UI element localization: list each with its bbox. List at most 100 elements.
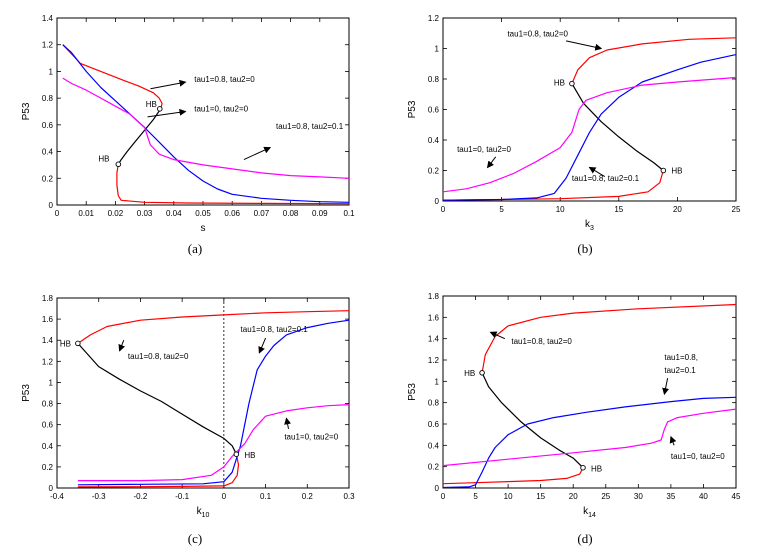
y-tick-label: 1.4: [42, 336, 54, 345]
hb-marker: [115, 161, 122, 168]
series-line-4: [442, 396, 737, 489]
chart-panel-4: 0 5 10 15 20 25 30 35 40 45 0 0.2 0.4 0.6 0.8 1 1.2 1.4 1.…: [407, 292, 741, 546]
y-tick-label: 0: [435, 484, 440, 493]
series-annotation: tau1=0, tau2=0: [284, 432, 338, 441]
hb-label: HB: [60, 339, 71, 348]
y-tick-label: 0.4: [428, 441, 440, 450]
y-tick-label: 1: [49, 67, 54, 76]
annotation-arrow: [243, 146, 272, 161]
hb-marker: [233, 451, 240, 457]
x-tick-label: 0: [222, 492, 227, 501]
y-tick-label: 1.4: [42, 14, 54, 23]
x-tick-label: 30: [634, 492, 643, 501]
y-tick-label: 0.2: [428, 463, 440, 472]
series-annotation: tau1=0.8, tau2=0.1: [572, 174, 640, 183]
x-tick-label: -0.3: [92, 492, 106, 501]
x-tick-label: -0.1: [175, 492, 189, 501]
series-line-5: [62, 77, 350, 179]
y-tick-label: 1: [435, 45, 440, 54]
series-line-2: [481, 372, 584, 469]
x-tick-label: 0: [55, 209, 60, 218]
x-tick-label: 0.05: [195, 209, 211, 218]
hb-label: HB: [591, 465, 602, 474]
series-line-5: [442, 76, 737, 193]
x-tick-label: 5: [499, 205, 504, 214]
y-tick-label: 0: [435, 197, 440, 206]
series-annotation: tau1=0.8, tau2=0: [507, 29, 568, 38]
annotation-arrow: [662, 378, 670, 396]
y-tick-label: 0.4: [428, 136, 440, 145]
series-line-5: [442, 408, 737, 467]
y-tick-label: 0.8: [428, 75, 440, 84]
series-annotation: tau1=0.8, tau2=0: [511, 337, 572, 346]
x-tick-label: 25: [601, 492, 610, 501]
x-axis-label: k14: [583, 506, 596, 519]
hb-label: HB: [464, 369, 475, 378]
series-annotation: tau1=0.8, tau2=0.1: [241, 325, 309, 334]
x-tick-label: 15: [614, 205, 623, 214]
y-axis-label: P53: [21, 102, 32, 120]
hb-label: HB: [244, 451, 255, 460]
y-tick-label: 0.4: [42, 442, 54, 451]
panel-label: (c): [188, 531, 202, 546]
x-axis-label: k3: [585, 219, 594, 232]
x-axis-label: s: [201, 223, 206, 234]
series-line-1: [62, 44, 163, 109]
panel-label: (b): [577, 241, 592, 256]
annotation-arrow: [118, 340, 126, 352]
series-annotation: tau1=0.8, tau2=0: [128, 352, 189, 361]
series-annotation: tau2=0.1: [664, 366, 696, 375]
x-tick-label: -0.2: [134, 492, 148, 501]
series-line-1: [77, 310, 350, 344]
x-tick-label: 0: [441, 492, 446, 501]
annotation-arrow: [150, 79, 187, 90]
x-tick-label: 40: [699, 492, 708, 501]
x-axis-label-main: s: [201, 223, 206, 234]
y-tick-label: 0.6: [42, 121, 54, 130]
series-line-2: [77, 342, 237, 455]
x-tick-label: 5: [473, 492, 478, 501]
hb-label: HB: [146, 100, 157, 109]
hb-marker: [75, 340, 81, 347]
y-tick-label: 0: [49, 201, 54, 210]
series-line-5: [77, 404, 350, 482]
x-tick-label: 0.04: [166, 209, 182, 218]
y-tick-label: 0.4: [42, 148, 54, 157]
series-line-1: [481, 303, 737, 373]
x-axis-label-main: k: [585, 219, 591, 230]
y-tick-label: 1.2: [42, 41, 54, 50]
x-tick-label: 0.2: [302, 492, 314, 501]
x-tick-label: 35: [666, 492, 675, 501]
x-tick-label: 0.01: [78, 209, 94, 218]
x-tick-label: 0.08: [283, 209, 299, 218]
annotation-arrow: [489, 331, 506, 340]
y-tick-label: 1.2: [428, 356, 440, 365]
y-tick-label: 1.8: [42, 294, 54, 303]
y-tick-label: 0: [49, 484, 54, 493]
x-axis-label-main: k: [197, 506, 203, 517]
annotation-arrow: [258, 337, 267, 354]
annotation-arrow: [588, 166, 605, 178]
x-tick-label: 0.03: [137, 209, 153, 218]
x-tick-label: -0.4: [50, 492, 64, 501]
series-annotation: tau1=0.8, tau2=0.1: [276, 122, 344, 131]
y-tick-label: 1.4: [428, 335, 440, 344]
series-annotation: tau1=0.8,: [664, 353, 698, 362]
x-axis-label-subscript: 10: [202, 512, 210, 519]
annotation-arrow: [147, 108, 187, 118]
y-tick-label: 0.6: [42, 421, 54, 430]
x-tick-label: 0: [441, 205, 446, 214]
y-tick-label: 1.8: [428, 292, 440, 301]
y-tick-label: 0.8: [42, 400, 54, 409]
plot-frame: [442, 295, 737, 489]
x-tick-label: 25: [732, 205, 741, 214]
x-tick-label: 0.1: [343, 209, 355, 218]
panel-label: (d): [577, 531, 592, 546]
y-tick-label: 1: [49, 378, 54, 387]
hb-marker: [569, 80, 575, 87]
hb-marker: [580, 464, 586, 471]
x-tick-label: 0.02: [108, 209, 124, 218]
x-axis-label: k10: [197, 506, 210, 519]
series-line-3: [77, 454, 240, 488]
x-tick-label: 0.1: [260, 492, 272, 501]
